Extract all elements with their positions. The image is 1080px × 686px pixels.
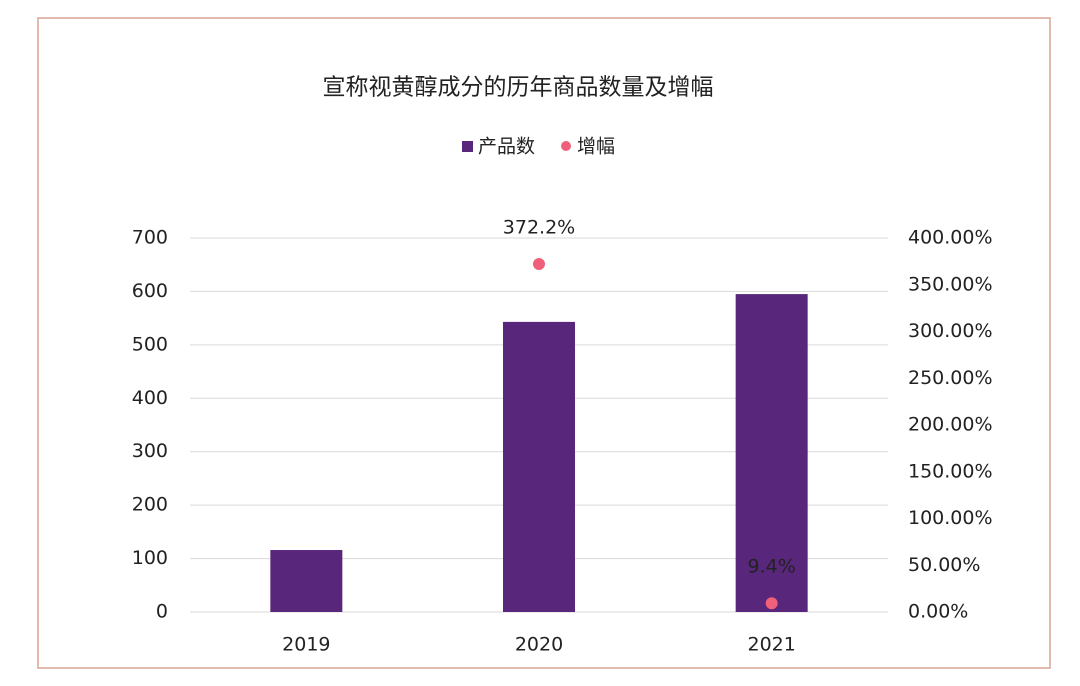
x-tick-label: 2021 — [747, 634, 795, 656]
y2-tick-label: 0.00% — [908, 601, 968, 623]
y2-tick-label: 200.00% — [908, 414, 993, 436]
y2-tick-label: 400.00% — [908, 227, 993, 249]
y2-tick-label: 150.00% — [908, 460, 993, 482]
legend-label: 增幅 — [577, 136, 615, 158]
legend-label: 产品数 — [478, 136, 535, 158]
chart-title: 宣称视黄醇成分的历年商品数量及增幅 — [323, 75, 714, 101]
y-tick-label: 0 — [156, 601, 168, 623]
y-tick-label: 500 — [132, 333, 168, 355]
y2-tick-label: 250.00% — [908, 367, 993, 389]
x-tick-label: 2020 — [515, 634, 563, 656]
bar — [270, 550, 343, 612]
bar — [503, 321, 575, 612]
y2-tick-label: 350.00% — [908, 273, 993, 295]
point — [533, 257, 545, 270]
y2-tick-label: 100.00% — [908, 507, 993, 529]
legend-swatch — [462, 141, 473, 152]
legend-swatch — [561, 141, 572, 151]
y-tick-label: 100 — [132, 547, 168, 569]
data-label: 372.2% — [503, 216, 575, 238]
y2-tick-label: 50.00% — [908, 554, 980, 576]
y-tick-label: 400 — [132, 387, 168, 409]
y-tick-label: 200 — [132, 494, 168, 516]
x-tick-label: 2019 — [282, 634, 330, 656]
y2-tick-label: 300.00% — [908, 320, 993, 342]
data-label: 9.4% — [748, 556, 796, 578]
y-tick-label: 600 — [132, 280, 168, 302]
point — [765, 597, 778, 610]
y-tick-label: 700 — [132, 227, 168, 249]
bar — [735, 294, 808, 612]
y-tick-label: 300 — [132, 440, 168, 462]
